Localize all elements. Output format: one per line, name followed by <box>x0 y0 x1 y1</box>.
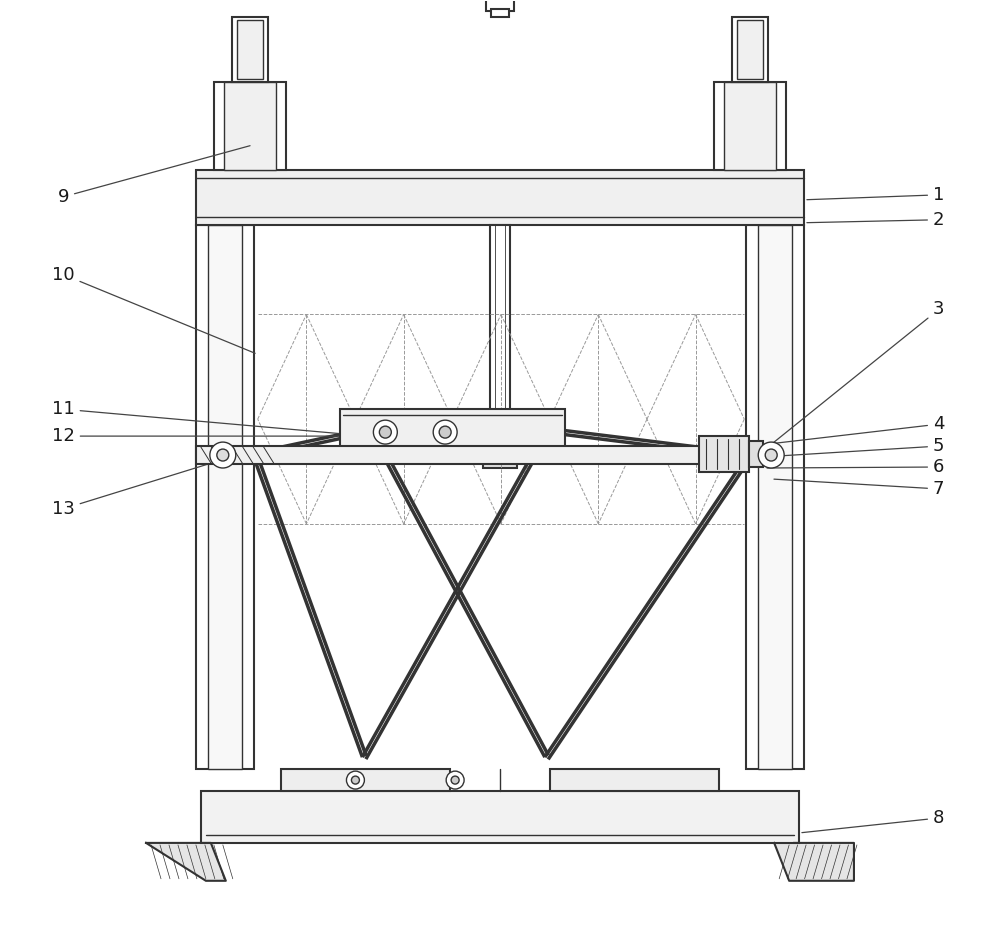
Bar <box>281 769 450 791</box>
Text: 1: 1 <box>807 186 944 204</box>
Bar <box>196 170 804 225</box>
Text: 5: 5 <box>764 437 944 457</box>
Text: 13: 13 <box>52 458 228 518</box>
Polygon shape <box>774 843 854 881</box>
Circle shape <box>451 776 459 784</box>
Text: 10: 10 <box>52 265 255 353</box>
Text: 12: 12 <box>52 427 343 446</box>
Text: 7: 7 <box>774 480 944 497</box>
Bar <box>758 225 792 769</box>
Bar <box>232 17 268 82</box>
Text: 11: 11 <box>52 400 343 434</box>
Bar <box>746 225 804 769</box>
Bar <box>732 17 768 82</box>
Circle shape <box>765 449 777 461</box>
Bar <box>486 0 514 11</box>
Bar <box>224 82 276 170</box>
Circle shape <box>351 776 359 784</box>
Circle shape <box>758 442 784 468</box>
Text: 9: 9 <box>58 145 250 206</box>
Circle shape <box>379 426 391 438</box>
Bar <box>550 769 719 791</box>
Bar <box>340 409 565 454</box>
Circle shape <box>373 420 397 444</box>
Text: 4: 4 <box>762 415 944 445</box>
Text: 8: 8 <box>802 809 944 833</box>
Bar <box>208 225 242 769</box>
Circle shape <box>439 426 451 438</box>
Bar <box>737 21 763 79</box>
Bar <box>491 9 509 17</box>
Bar <box>196 225 254 769</box>
Bar <box>479 434 521 454</box>
Circle shape <box>446 771 464 789</box>
Circle shape <box>217 449 229 461</box>
Bar <box>196 447 747 464</box>
Circle shape <box>210 442 236 468</box>
Bar <box>214 82 286 170</box>
Bar <box>237 21 263 79</box>
Bar <box>483 452 517 468</box>
Polygon shape <box>146 843 226 881</box>
Bar <box>714 82 786 170</box>
Circle shape <box>433 420 457 444</box>
Circle shape <box>346 771 364 789</box>
Bar <box>490 225 510 439</box>
Bar <box>699 436 749 472</box>
Text: 3: 3 <box>761 300 944 452</box>
Text: 6: 6 <box>767 458 944 476</box>
Bar <box>724 82 776 170</box>
Text: 2: 2 <box>807 211 944 228</box>
Bar <box>201 791 799 843</box>
Bar <box>749 441 763 467</box>
